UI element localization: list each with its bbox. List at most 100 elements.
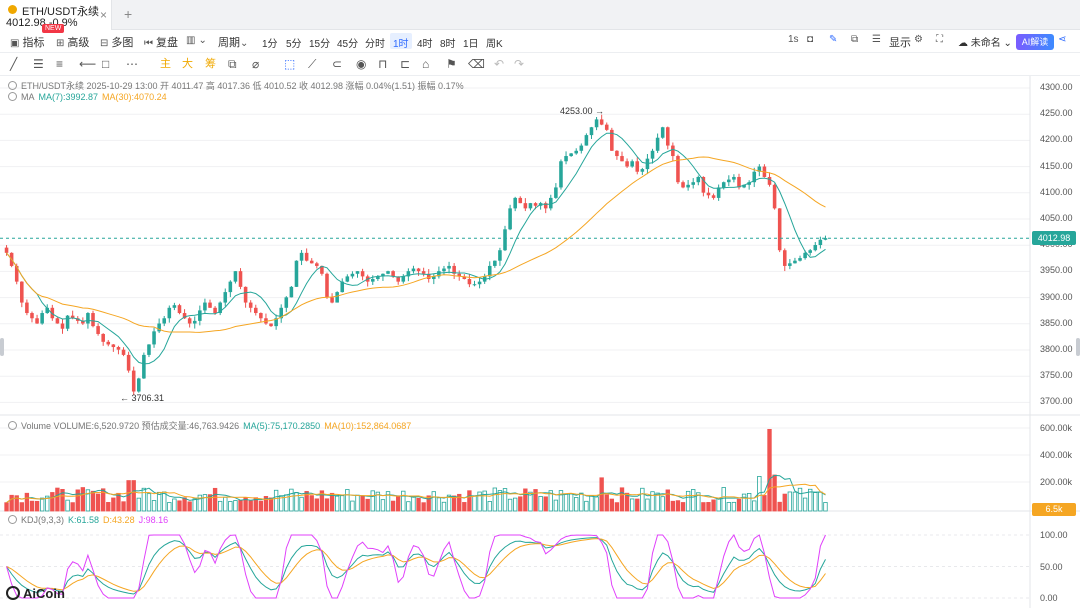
volume-ma10-line: [6, 483, 826, 504]
candle-body: [818, 239, 823, 245]
volume-bar: [624, 492, 630, 512]
timeframe-4[interactable]: 分时: [365, 39, 385, 50]
eye-icon[interactable]: [8, 81, 17, 90]
candle-body: [4, 247, 9, 253]
timeframe-2[interactable]: 15分: [309, 39, 331, 50]
tab-eth-usdt[interactable]: ETH/USDT永续 4012.98 -0.9% × NEW: [0, 0, 112, 33]
candle-body: [793, 260, 797, 264]
volume-bar: [441, 501, 447, 512]
trendline-icon[interactable]: ╱: [10, 57, 18, 71]
volume-bar: [263, 496, 269, 512]
replay-icon: ⏮: [144, 38, 153, 49]
timeframe-9[interactable]: 周K: [486, 39, 503, 50]
price-chart[interactable]: [0, 76, 1080, 608]
rectangle-icon[interactable]: □: [102, 57, 110, 71]
candle-body: [523, 203, 528, 209]
volume-bar: [726, 502, 731, 512]
brush-icon[interactable]: ⌀: [252, 57, 260, 71]
volume-bar: [568, 493, 574, 512]
candle-body: [370, 279, 375, 282]
pencil-icon[interactable]: ✎: [829, 34, 838, 45]
chip-button[interactable]: 筹: [205, 58, 216, 70]
candle-body: [533, 203, 538, 206]
close-icon[interactable]: ×: [100, 8, 108, 22]
left-collapse-handle[interactable]: [0, 338, 4, 356]
layout-name-dropdown[interactable]: ☁ 未命名 ⌄: [958, 34, 1012, 49]
candle-body: [467, 279, 472, 285]
timeframe-7[interactable]: 8时: [440, 39, 456, 50]
add-tab-icon[interactable]: +: [124, 6, 133, 22]
more-tools-icon[interactable]: ⋯: [126, 57, 138, 71]
chart-type-button[interactable]: ▥ ⌄: [186, 34, 210, 46]
replay-button[interactable]: ⏮ 复盘: [144, 34, 178, 50]
camera-icon[interactable]: ◘: [807, 34, 814, 45]
price-axis-label: 4050.00: [1040, 213, 1073, 223]
volume-bar: [401, 490, 406, 512]
volume-bar: [543, 496, 548, 512]
eye-icon[interactable]: [8, 92, 17, 101]
multi-chart-button[interactable]: ⊟ 多图: [100, 34, 133, 50]
crop-icon[interactable]: ⊏: [400, 57, 411, 71]
candle-body: [86, 313, 90, 324]
price-axis-label: 4150.00: [1040, 160, 1073, 171]
candle-body: [798, 258, 802, 261]
tag-icon[interactable]: ⌂: [422, 57, 430, 71]
candle-body: [640, 169, 645, 172]
kdj-label: KDJ(9,3,3): [21, 515, 65, 525]
volume-bar: [721, 487, 726, 512]
redo-icon[interactable]: ↷: [514, 57, 525, 71]
volume-bar: [131, 480, 136, 512]
horizontal-line-icon[interactable]: ⟵: [79, 57, 97, 71]
ma30-line: [6, 156, 826, 333]
timeframe-0[interactable]: 1分: [262, 39, 278, 50]
volume-bar: [299, 496, 304, 512]
volume-bar: [513, 497, 518, 512]
candle-body: [325, 273, 329, 298]
big-order-button[interactable]: 大: [182, 58, 193, 70]
volume-bar: [629, 498, 635, 512]
hlines-icon[interactable]: ☰: [33, 57, 44, 71]
cursor-icon[interactable]: ⬚: [284, 57, 296, 71]
timeframe-1[interactable]: 5分: [286, 39, 302, 50]
advanced-button[interactable]: ⊞ 高级: [56, 34, 89, 50]
display-button[interactable]: 显示: [889, 37, 911, 49]
fullscreen-icon[interactable]: ⛶: [936, 34, 943, 45]
volume-bar: [558, 490, 564, 512]
flag-icon[interactable]: ⚑: [446, 57, 457, 71]
list-icon[interactable]: ☰: [872, 34, 881, 45]
ai-analysis-button[interactable]: AI解读: [1016, 34, 1054, 50]
timeframe-3[interactable]: 45分: [337, 39, 359, 50]
trash-icon[interactable]: ⌫: [468, 57, 485, 71]
volume-bar: [492, 487, 498, 512]
volume-bar: [9, 494, 14, 512]
lock-icon[interactable]: ⊓: [378, 57, 388, 71]
indicators-button[interactable]: ▣ 指标: [10, 34, 44, 50]
volume-bar: [50, 492, 55, 512]
magnet-icon[interactable]: ⊂: [332, 57, 343, 71]
volume-bar: [548, 490, 553, 512]
volume-bar: [589, 495, 594, 512]
period-dropdown[interactable]: 周期 ⌄: [218, 34, 251, 50]
channel-icon[interactable]: ≡: [56, 57, 64, 71]
refresh-rate[interactable]: 1s: [788, 34, 799, 45]
eye-icon[interactable]: [8, 515, 17, 524]
volume-bar: [223, 496, 228, 512]
volume-bar: [467, 490, 472, 512]
timeframe-5[interactable]: 1时: [390, 33, 412, 50]
volume-bar: [177, 500, 182, 512]
volume-bar: [604, 494, 609, 512]
timeframe-6[interactable]: 4时: [417, 39, 433, 50]
candle-body: [630, 161, 634, 167]
main-force-button[interactable]: 主: [160, 58, 171, 70]
copy-icon[interactable]: ⧉: [228, 57, 237, 71]
right-collapse-handle[interactable]: [1076, 338, 1080, 356]
ruler-icon[interactable]: ⟋: [308, 57, 317, 71]
undo-icon[interactable]: ↶: [494, 57, 505, 71]
eye-icon[interactable]: [8, 421, 17, 430]
timeframe-8[interactable]: 1日: [463, 39, 479, 50]
share-icon[interactable]: ⋖: [1058, 34, 1067, 45]
popout-icon[interactable]: ⧉: [851, 34, 859, 45]
eye-icon[interactable]: ◉: [356, 57, 367, 71]
settings-icon[interactable]: ⚙: [914, 34, 923, 45]
volume-bar: [528, 491, 533, 512]
